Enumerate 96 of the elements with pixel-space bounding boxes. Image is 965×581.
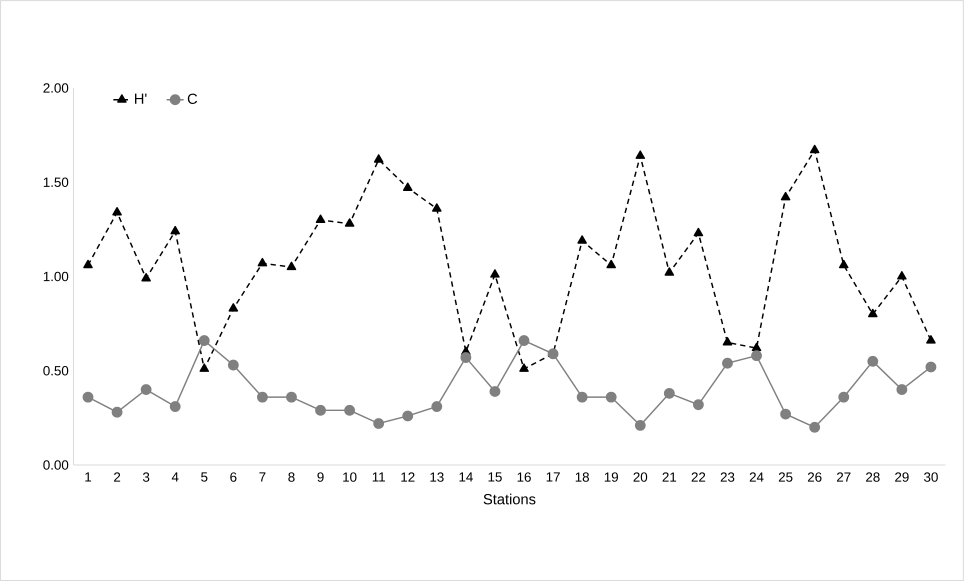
legend-label: H'	[135, 94, 146, 104]
point	[838, 392, 850, 403]
x-axis-title: Stations	[484, 494, 536, 504]
point	[316, 214, 326, 224]
x-tick-label: 21	[662, 472, 676, 482]
x-tick-label: 16	[518, 472, 531, 482]
point	[635, 150, 646, 159]
x-tick-label: 5	[201, 472, 208, 482]
point	[82, 392, 94, 403]
point	[664, 267, 674, 276]
x-tick-label: 3	[142, 472, 150, 482]
x-tick-label: 25	[778, 472, 792, 482]
x-tick-label: 10	[343, 472, 356, 482]
x-tick-label: 13	[430, 472, 444, 482]
x-tick-label: 23	[720, 472, 734, 482]
point	[519, 363, 529, 372]
point	[460, 352, 472, 363]
point	[809, 422, 820, 433]
x-tick-label: 30	[924, 472, 938, 482]
x-tick-label: 17	[546, 472, 560, 482]
x-tick-label: 11	[372, 472, 385, 482]
point	[694, 228, 704, 236]
point	[664, 388, 675, 399]
x-tick-label: 2	[114, 472, 120, 482]
x-tick-label: 1	[85, 472, 92, 482]
x-tick-label: 22	[692, 472, 706, 482]
point	[576, 392, 588, 403]
x-tick-label: 29	[895, 472, 909, 482]
y-tick-label: 1.50	[44, 178, 68, 187]
x-tick-label: 6	[230, 472, 236, 482]
point	[780, 192, 790, 200]
point	[140, 384, 152, 395]
y-tick-label: 2.00	[43, 83, 68, 93]
point	[402, 410, 414, 422]
point	[83, 260, 93, 268]
x-tick-label: 28	[866, 472, 880, 482]
point	[112, 207, 122, 216]
point	[258, 258, 268, 266]
point	[286, 392, 297, 403]
x-tick-label: 19	[604, 472, 618, 482]
point	[170, 226, 180, 234]
point	[315, 404, 326, 416]
x-tick-label: 7	[259, 472, 266, 482]
point	[606, 392, 617, 403]
point	[867, 356, 878, 367]
point	[780, 408, 791, 420]
point	[374, 154, 384, 163]
point	[402, 182, 413, 191]
point	[286, 262, 296, 270]
point	[518, 335, 530, 346]
x-tick-label: 15	[488, 472, 502, 482]
point	[228, 303, 238, 312]
point	[490, 269, 500, 278]
x-tick-label: 27	[836, 472, 850, 482]
point	[112, 406, 122, 418]
y-tick-label: 0.50	[43, 366, 68, 376]
point	[926, 335, 936, 344]
point	[432, 203, 442, 212]
x-tick-label: 18	[576, 472, 589, 482]
point	[228, 360, 239, 370]
y-tick-label: 0.00	[43, 460, 68, 470]
point	[170, 401, 181, 412]
x-tick-label: 4	[172, 472, 179, 482]
point	[344, 218, 354, 227]
point	[838, 260, 849, 268]
x-tick-label: 14	[459, 472, 473, 482]
point	[606, 260, 616, 268]
x-tick-label: 24	[750, 472, 764, 482]
x-tick-label: 26	[808, 472, 822, 482]
point	[344, 404, 356, 416]
legend-label: C	[188, 94, 198, 104]
point	[490, 386, 500, 397]
point	[926, 362, 936, 372]
point	[257, 392, 268, 403]
point	[198, 335, 210, 346]
point	[810, 144, 820, 154]
point	[868, 308, 878, 318]
point	[634, 420, 646, 431]
point	[199, 363, 210, 372]
point	[722, 358, 733, 369]
point	[548, 348, 558, 360]
x-tick-label: 9	[317, 472, 324, 482]
y-tick-label: 1.00	[44, 272, 68, 282]
point	[141, 272, 151, 282]
point	[752, 342, 762, 352]
point	[431, 401, 442, 412]
point	[722, 337, 732, 346]
point	[692, 399, 704, 410]
x-tick-label: 20	[634, 472, 648, 482]
point	[897, 271, 907, 280]
point	[577, 235, 587, 244]
point	[896, 384, 908, 395]
point	[373, 418, 384, 429]
x-tick-label: 12	[401, 472, 414, 482]
point	[751, 350, 762, 362]
x-tick-label: 8	[288, 472, 295, 482]
